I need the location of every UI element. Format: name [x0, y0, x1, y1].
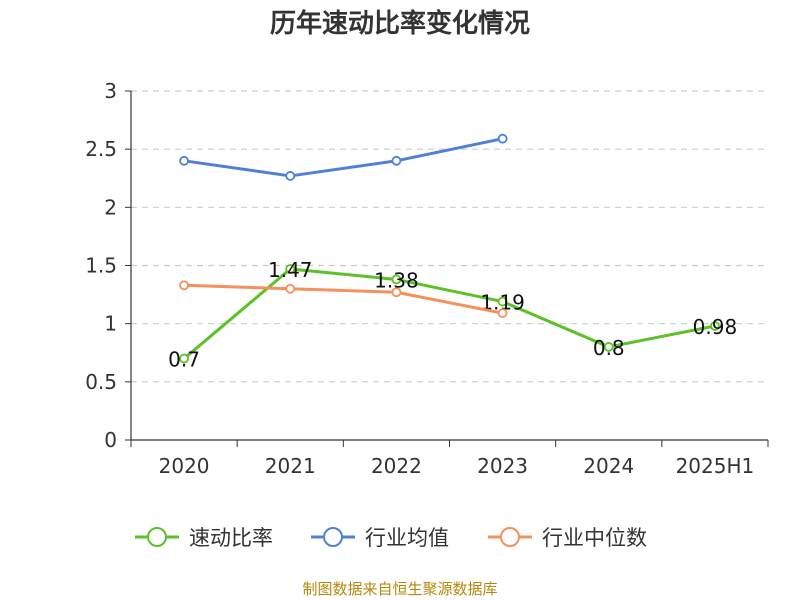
legend-label: 速动比率 — [189, 526, 273, 550]
data-point — [497, 296, 508, 307]
series-group: 0.71.47 1.381.190.80.98 — [168, 133, 737, 372]
data-point — [285, 171, 296, 181]
data-point — [285, 283, 296, 294]
data-point — [391, 274, 402, 285]
x-tick-label: 2024 — [583, 454, 634, 478]
series-1: 0.71.47 1.381.190.80.98 — [168, 258, 737, 372]
data-label: 1.47 — [268, 258, 313, 282]
data-point — [391, 287, 402, 298]
y-tick-label: 1 — [104, 312, 117, 336]
data-point — [179, 280, 189, 291]
legend-marker — [147, 527, 167, 547]
y-tick-label: 2.5 — [85, 137, 117, 161]
data-point — [497, 308, 508, 319]
x-tick-label: 2025H1 — [676, 454, 755, 478]
source-note: 制图数据来自恒生聚源数据库 — [302, 580, 497, 598]
legend-item: 行业均值 — [311, 526, 449, 550]
legend-item: 行业中位数 — [488, 526, 647, 550]
legend-label: 行业中位数 — [542, 526, 647, 550]
series-2 — [179, 133, 508, 181]
y-tick-label: 0 — [104, 428, 117, 452]
y-tick-label: 1.5 — [85, 254, 117, 278]
x-tick-label: 2022 — [371, 454, 422, 478]
legend: 速动比率 行业均值 行业中位数 — [135, 526, 647, 550]
legend-item: 速动比率 — [135, 526, 273, 550]
series-line — [183, 267, 716, 360]
x-tick-label: 2021 — [265, 454, 316, 478]
chart-title: 历年速动比率变化情况 — [270, 8, 530, 39]
x-tick-label: 2020 — [159, 454, 210, 478]
data-point — [179, 353, 189, 364]
y-tick-label: 2 — [104, 195, 117, 219]
data-point — [179, 155, 189, 166]
y-tick-label: 0.5 — [85, 370, 117, 394]
series-line — [183, 137, 503, 178]
data-label: 0.98 — [693, 315, 738, 339]
series-3 — [179, 280, 508, 319]
data-label: 0.7 — [168, 348, 200, 372]
axes: 0 0.5 1 1.5 2 2.5 3 2020 2021 2022 2023 2024 2025H1 — [85, 79, 769, 478]
data-point — [497, 133, 508, 144]
legend-label: 行业均值 — [365, 526, 449, 550]
grid-lines — [131, 90, 768, 383]
data-point — [391, 155, 402, 166]
data-point — [285, 264, 296, 274]
data-label: 0.8 — [593, 336, 625, 360]
x-tick-label: 2023 — [477, 454, 528, 478]
legend-marker — [323, 527, 343, 547]
data-point — [710, 321, 720, 331]
data-point — [603, 342, 614, 352]
y-tick-label: 3 — [104, 79, 117, 103]
legend-marker — [500, 527, 520, 547]
series-line — [184, 283, 503, 315]
